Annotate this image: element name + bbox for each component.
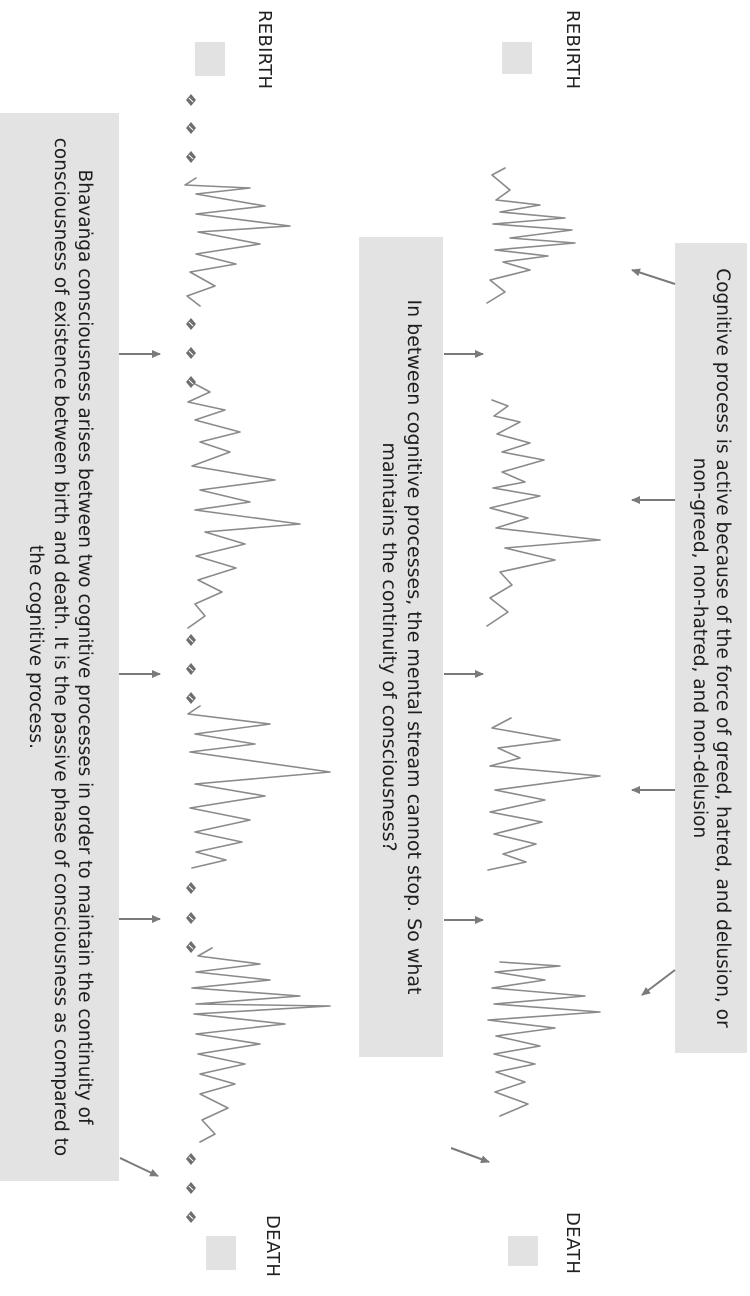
wave-bottom-segment-3: [187, 705, 331, 869]
death-marker-top: [508, 1236, 538, 1266]
cognitive-arrow-1: [631, 268, 676, 285]
question-arrow-4: [450, 1147, 490, 1163]
cognitive-arrow-4: [641, 969, 676, 996]
wave-bottom-segment-4: [191, 947, 331, 1143]
wave-top-segment-3: [487, 717, 601, 871]
rebirth-marker-top: [502, 42, 532, 74]
rebirth-marker-bottom: [195, 42, 225, 76]
transition-dots: [185, 93, 197, 1224]
wave-top-segment-1: [486, 167, 576, 304]
wave-top-segment-2: [486, 399, 601, 627]
wave-bottom-segment-1: [184, 177, 291, 307]
cognitive-process-box: [675, 243, 747, 1053]
wave-bottom-segment-2: [187, 383, 301, 629]
wave-top-segment-4: [487, 961, 601, 1117]
bhavanga-arrow-4: [119, 1157, 159, 1177]
bhavanga-box: [0, 113, 119, 1181]
question-box: [359, 237, 443, 1057]
death-marker-bottom: [206, 1236, 236, 1270]
